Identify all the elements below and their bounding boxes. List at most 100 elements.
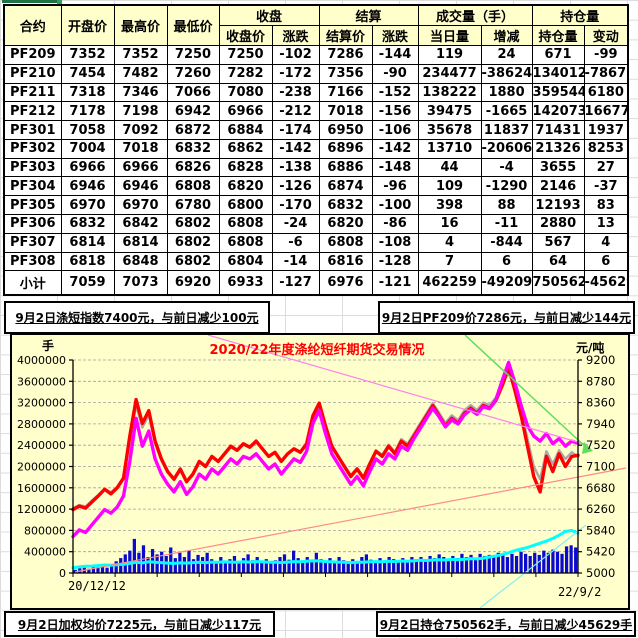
value-cell[interactable]: -108 <box>371 232 419 253</box>
value-cell[interactable]: 71431 <box>531 120 585 140</box>
col-header-vol-chg[interactable]: 增减 <box>480 25 533 46</box>
value-cell[interactable]: -14 <box>271 251 320 272</box>
value-cell[interactable]: 6832 <box>60 214 115 234</box>
contract-cell[interactable]: PF306 <box>3 214 62 234</box>
group-header-oi[interactable]: 持仓量 <box>531 4 629 26</box>
value-cell[interactable]: 7454 <box>60 63 115 84</box>
contract-cell[interactable]: PF212 <box>3 101 62 122</box>
value-cell[interactable]: 64 <box>531 251 585 272</box>
value-cell[interactable]: 7346 <box>113 82 168 103</box>
value-cell[interactable]: 13 <box>583 214 629 234</box>
value-cell[interactable]: 13710 <box>417 138 482 159</box>
value-cell[interactable]: 7 <box>417 251 482 272</box>
value-cell[interactable]: 8253 <box>583 138 629 159</box>
group-header-close[interactable]: 收盘 <box>218 4 320 26</box>
value-cell[interactable]: 7058 <box>60 120 115 140</box>
col-header-contract[interactable]: 合约 <box>3 4 62 46</box>
value-cell[interactable]: 12193 <box>531 195 585 216</box>
value-cell[interactable]: 142073 <box>531 101 585 122</box>
col-header-open[interactable]: 开盘价 <box>60 4 115 46</box>
value-cell[interactable]: -142 <box>271 138 320 159</box>
value-cell[interactable]: 6820 <box>218 176 273 197</box>
value-cell[interactable]: -142 <box>371 138 419 159</box>
value-cell[interactable]: 21326 <box>531 138 585 159</box>
col-header-settle-chg[interactable]: 涨跌 <box>371 25 419 46</box>
value-cell[interactable]: 6802 <box>166 232 220 253</box>
value-cell[interactable]: 39475 <box>417 101 482 122</box>
value-cell[interactable]: 7073 <box>113 270 168 296</box>
value-cell[interactable]: 7250 <box>218 45 273 65</box>
value-cell[interactable]: 6942 <box>166 101 220 122</box>
value-cell[interactable]: 6946 <box>60 176 115 197</box>
contract-cell[interactable]: PF303 <box>3 157 62 178</box>
contract-cell[interactable]: PF304 <box>3 176 62 197</box>
value-cell[interactable]: 359544 <box>531 82 585 103</box>
value-cell[interactable]: 6780 <box>166 195 220 216</box>
value-cell[interactable]: -126 <box>271 176 320 197</box>
value-cell[interactable]: 6808 <box>218 214 273 234</box>
value-cell[interactable]: 6896 <box>318 138 373 159</box>
value-cell[interactable]: -172 <box>271 63 320 84</box>
value-cell[interactable]: -212 <box>271 101 320 122</box>
value-cell[interactable]: 6874 <box>318 176 373 197</box>
col-header-close[interactable]: 收盘价 <box>218 25 273 46</box>
value-cell[interactable]: 6808 <box>166 176 220 197</box>
value-cell[interactable]: 4 <box>583 232 629 253</box>
value-cell[interactable]: 6946 <box>113 176 168 197</box>
value-cell[interactable]: 6966 <box>60 157 115 178</box>
value-cell[interactable]: 7092 <box>113 120 168 140</box>
value-cell[interactable]: 7080 <box>218 82 273 103</box>
value-cell[interactable]: 7018 <box>113 138 168 159</box>
value-cell[interactable]: -45629 <box>583 270 629 296</box>
value-cell[interactable]: 7282 <box>218 63 273 84</box>
value-cell[interactable]: -99 <box>583 45 629 65</box>
value-cell[interactable]: 6 <box>480 251 533 272</box>
value-cell[interactable]: 7260 <box>166 63 220 84</box>
value-cell[interactable]: -24 <box>271 214 320 234</box>
value-cell[interactable]: 6 <box>583 251 629 272</box>
value-cell[interactable]: 6886 <box>318 157 373 178</box>
value-cell[interactable]: -96 <box>371 176 419 197</box>
value-cell[interactable]: 6862 <box>218 138 273 159</box>
value-cell[interactable]: 11837 <box>480 120 533 140</box>
value-cell[interactable]: 6818 <box>60 251 115 272</box>
value-cell[interactable]: -156 <box>371 101 419 122</box>
value-cell[interactable]: 2880 <box>531 214 585 234</box>
col-header-high[interactable]: 最高价 <box>113 4 168 46</box>
value-cell[interactable]: 7250 <box>166 45 220 65</box>
value-cell[interactable]: 671 <box>531 45 585 65</box>
value-cell[interactable]: 462259 <box>417 270 482 296</box>
value-cell[interactable]: 234477 <box>417 63 482 84</box>
col-header-oi-chg[interactable]: 变动 <box>583 25 629 46</box>
value-cell[interactable]: 6970 <box>60 195 115 216</box>
contract-cell[interactable]: PF307 <box>3 232 62 253</box>
value-cell[interactable]: -138 <box>271 157 320 178</box>
value-cell[interactable]: 6828 <box>218 157 273 178</box>
value-cell[interactable]: -49209 <box>480 270 533 296</box>
value-cell[interactable]: 109 <box>417 176 482 197</box>
value-cell[interactable]: 567 <box>531 232 585 253</box>
value-cell[interactable]: -128 <box>371 251 419 272</box>
value-cell[interactable]: -90 <box>371 63 419 84</box>
contract-cell[interactable]: 小计 <box>3 270 62 296</box>
value-cell[interactable]: 7178 <box>60 101 115 122</box>
value-cell[interactable]: 2146 <box>531 176 585 197</box>
value-cell[interactable]: 6832 <box>166 138 220 159</box>
col-header-low[interactable]: 最低价 <box>166 4 220 46</box>
contract-cell[interactable]: PF302 <box>3 138 62 159</box>
col-header-settle[interactable]: 结算价 <box>318 25 373 46</box>
value-cell[interactable]: 6802 <box>166 214 220 234</box>
contract-cell[interactable]: PF305 <box>3 195 62 216</box>
value-cell[interactable]: 7482 <box>113 63 168 84</box>
value-cell[interactable]: 16 <box>417 214 482 234</box>
value-cell[interactable]: -20606 <box>480 138 533 159</box>
value-cell[interactable]: 6950 <box>318 120 373 140</box>
value-cell[interactable]: -102 <box>271 45 320 65</box>
value-cell[interactable]: 6848 <box>113 251 168 272</box>
value-cell[interactable]: 6802 <box>166 251 220 272</box>
value-cell[interactable]: 83 <box>583 195 629 216</box>
value-cell[interactable]: 6814 <box>60 232 115 253</box>
value-cell[interactable]: 7198 <box>113 101 168 122</box>
value-cell[interactable]: 7352 <box>113 45 168 65</box>
selection-handle[interactable] <box>57 0 62 5</box>
